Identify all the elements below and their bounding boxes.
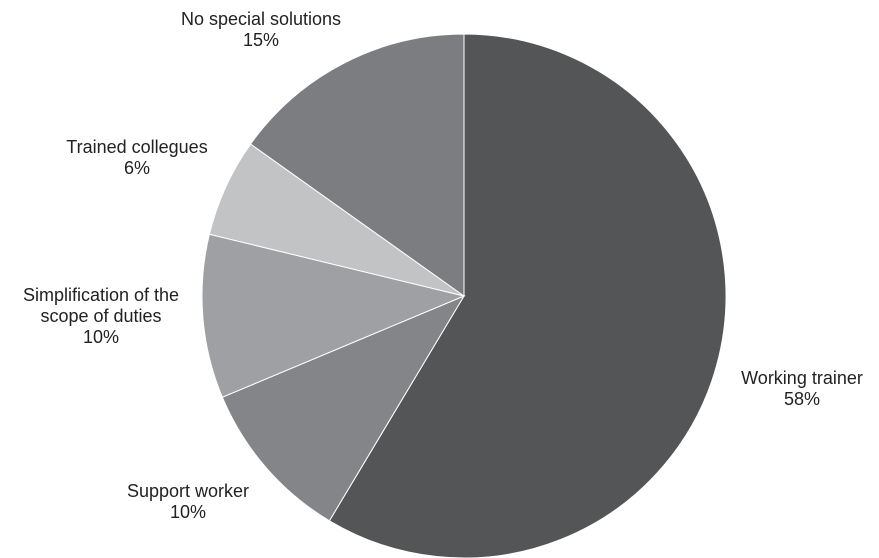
slice-label-line: Working trainer — [741, 368, 863, 388]
slice-label-line: scope of duties — [40, 306, 161, 326]
pie-slice-3 — [201, 233, 466, 398]
slice-label-3: Simplification of the scope of duties 10% — [23, 285, 179, 347]
pie-slices — [201, 33, 727, 558]
slice-label-2: Support worker 10% — [127, 481, 249, 522]
slice-percent: 10% — [83, 327, 119, 347]
slice-label-5: No special solutions 15% — [181, 9, 341, 50]
pie-slice-2 — [221, 294, 466, 522]
slice-percent: 15% — [243, 30, 279, 50]
slice-percent: 6% — [124, 158, 150, 178]
slice-percent: 10% — [170, 502, 206, 522]
slice-label-4: Trained collegues 6% — [66, 137, 207, 178]
pie-labels: Working trainer 58%Support worker 10%Simpl… — [23, 9, 863, 522]
slice-percent: 58% — [784, 389, 820, 409]
pie-slice-5 — [249, 33, 465, 297]
slice-label-line: Trained collegues — [66, 137, 207, 157]
slice-label-line: Simplification of the — [23, 285, 179, 305]
slice-label-line: Support worker — [127, 481, 249, 501]
slice-label-1: Working trainer 58% — [741, 368, 863, 409]
slice-label-line: No special solutions — [181, 9, 341, 29]
